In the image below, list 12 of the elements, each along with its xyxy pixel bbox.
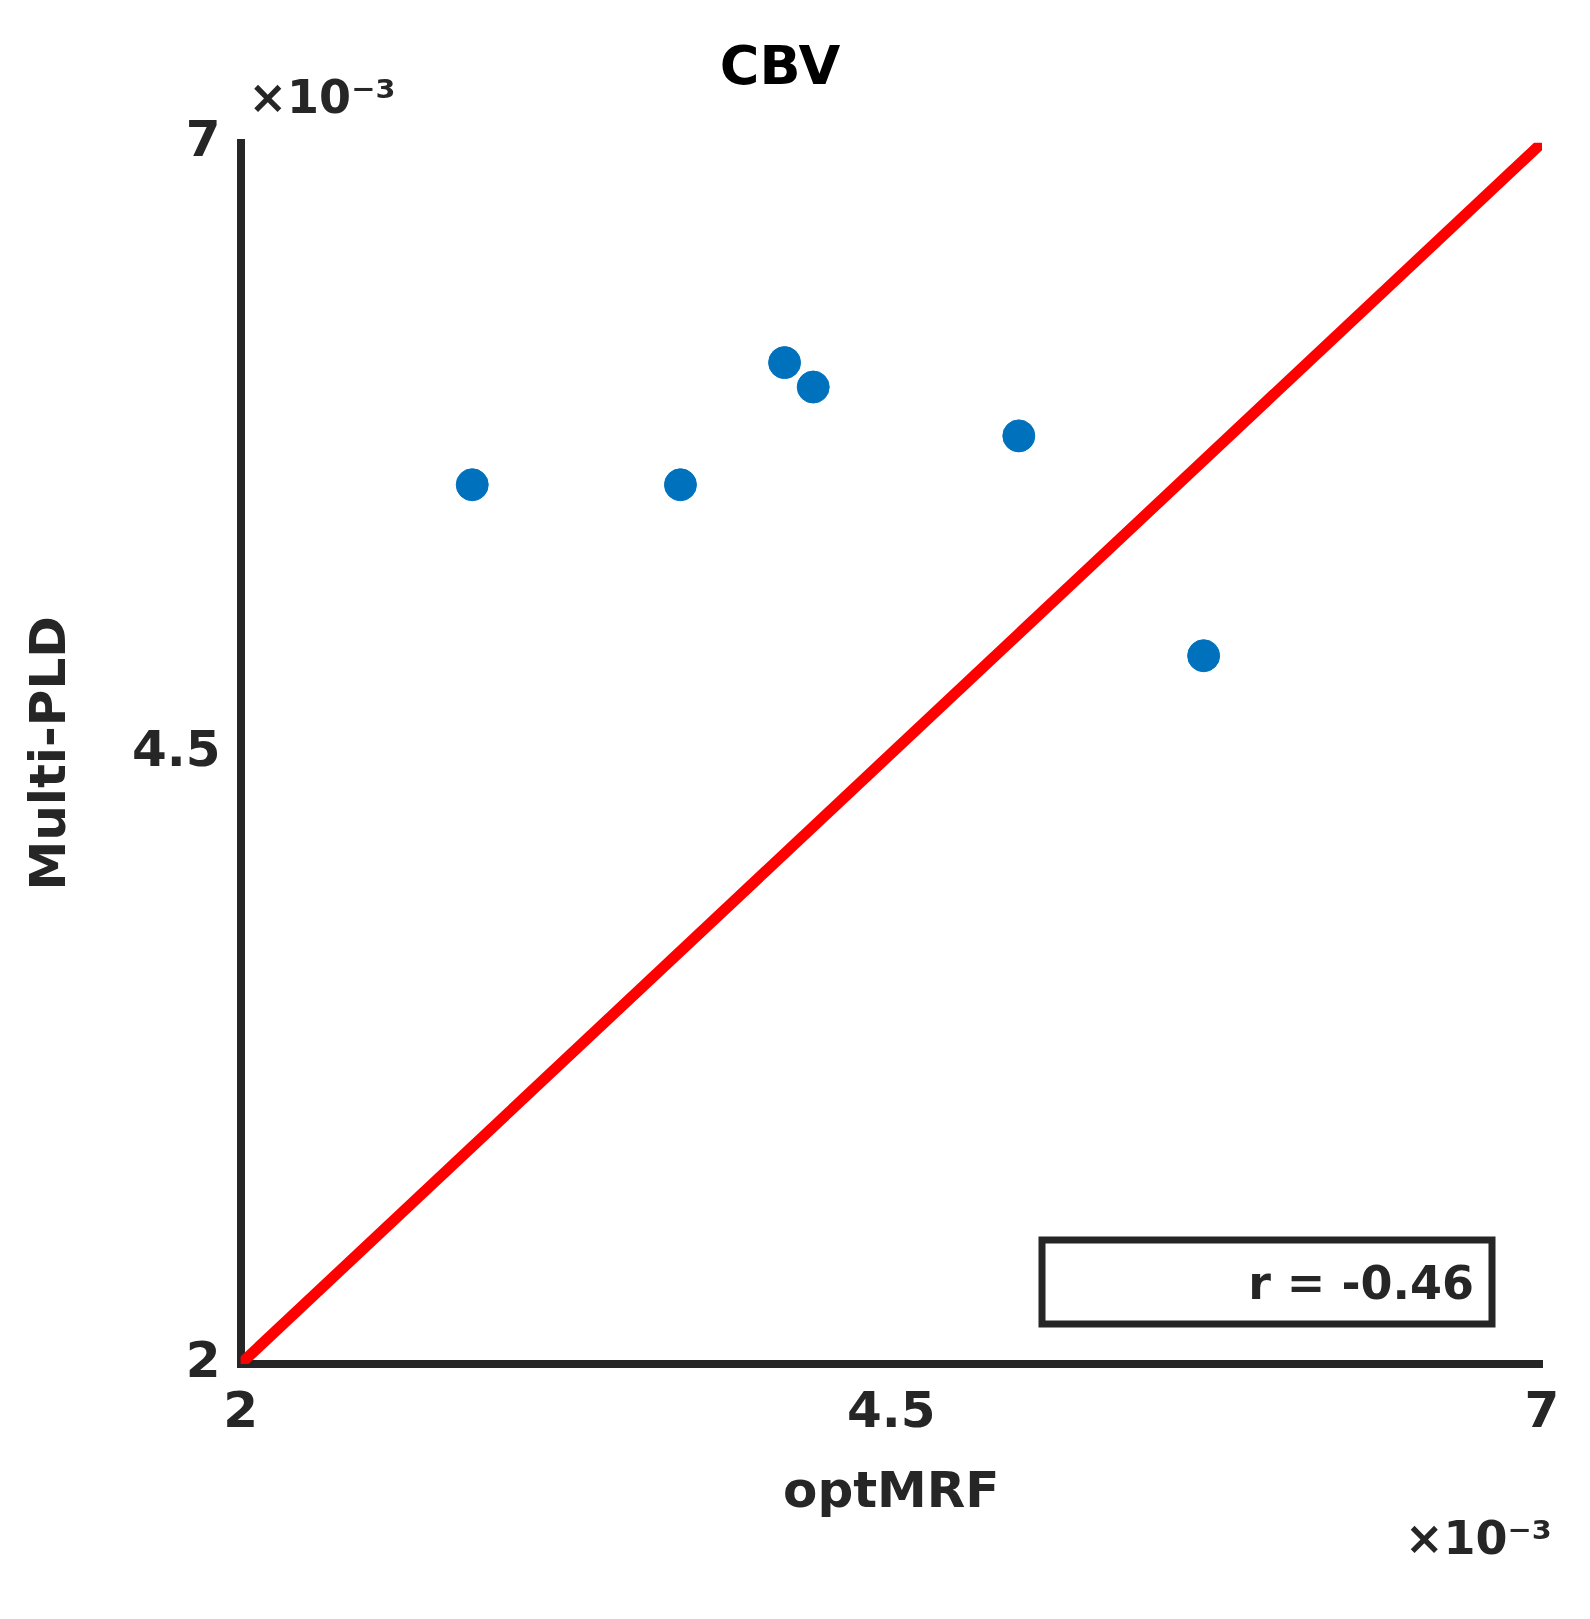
y-tick-label: 2 [185, 1330, 221, 1389]
x-tick-label: 2 [223, 1380, 258, 1439]
annotation: r = -0.46 [1248, 1256, 1474, 1310]
chart-title: CBV [719, 34, 841, 98]
x-axis-title: optMRF [783, 1460, 1000, 1519]
y-tick-label: 4.5 [132, 720, 221, 779]
text: ×10⁻³ [1405, 1511, 1552, 1565]
x-tick-label: 4.5 [847, 1380, 936, 1439]
text: ×10⁻³ [248, 69, 396, 124]
x-tick-label: 7 [1524, 1380, 1560, 1439]
y-axis-title: Multi-PLD [18, 616, 77, 891]
y-tick-label: 7 [185, 109, 221, 168]
